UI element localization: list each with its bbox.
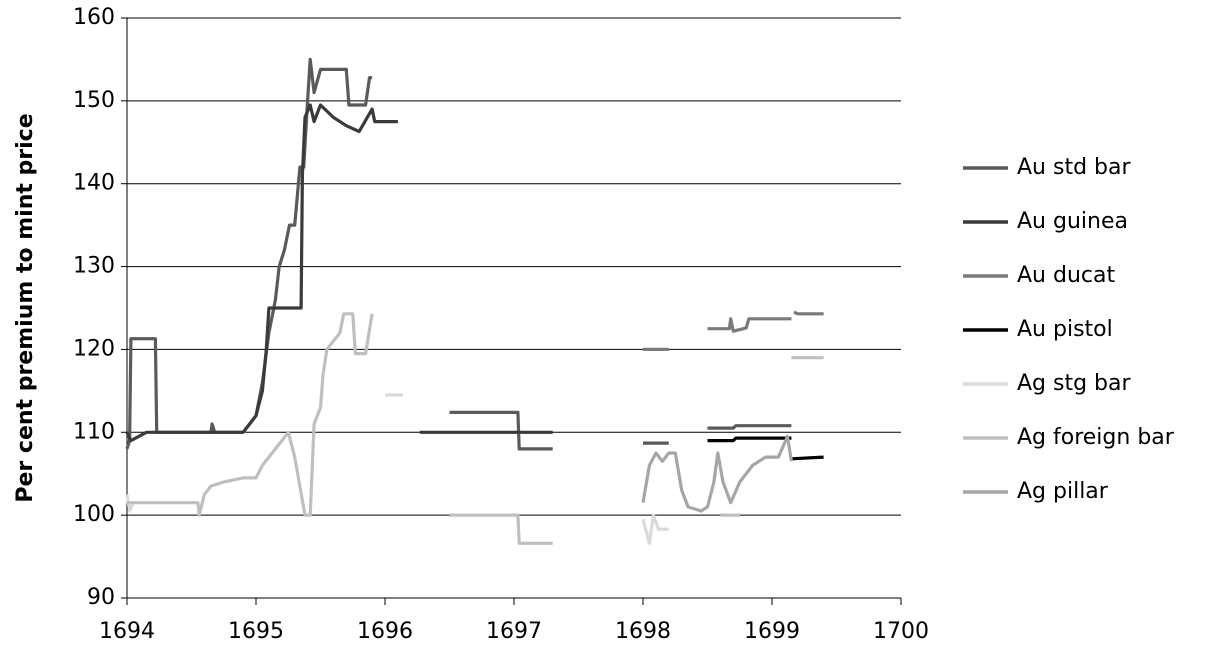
- y-tick-label: 140: [73, 171, 115, 196]
- x-tick-label: 1695: [228, 619, 284, 644]
- x-tick-label: 1700: [873, 619, 929, 644]
- legend-label: Au guinea: [1017, 209, 1128, 234]
- x-tick-label: 1694: [99, 619, 155, 644]
- y-tick-label: 90: [87, 585, 115, 610]
- y-axis-label: Per cent premium to mint price: [13, 113, 38, 502]
- x-tick-label: 1696: [357, 619, 413, 644]
- legend-label: Ag pillar: [1017, 479, 1109, 504]
- y-tick-label: 100: [73, 502, 115, 527]
- series-line: [643, 310, 824, 351]
- series-line: [127, 312, 824, 545]
- series-line: [125, 103, 553, 443]
- legend-label: Au pistol: [1017, 317, 1113, 342]
- x-tick-label: 1698: [615, 619, 671, 644]
- series-line: [707, 436, 824, 461]
- series-line: [125, 57, 792, 451]
- legend-label: Ag foreign bar: [1017, 425, 1175, 450]
- y-tick-label: 160: [73, 5, 115, 30]
- legend-label: Au std bar: [1017, 155, 1131, 180]
- series-line: [641, 434, 793, 513]
- y-tick-label: 130: [73, 254, 115, 279]
- legend-label: Ag stg bar: [1017, 371, 1132, 396]
- y-tick-label: 120: [73, 336, 115, 361]
- legend-label: Au ducat: [1017, 263, 1115, 288]
- y-tick-label: 150: [73, 88, 115, 113]
- y-tick-label: 110: [73, 419, 115, 444]
- series-line: [125, 393, 669, 545]
- x-tick-label: 1697: [486, 619, 542, 644]
- x-tick-label: 1699: [744, 619, 800, 644]
